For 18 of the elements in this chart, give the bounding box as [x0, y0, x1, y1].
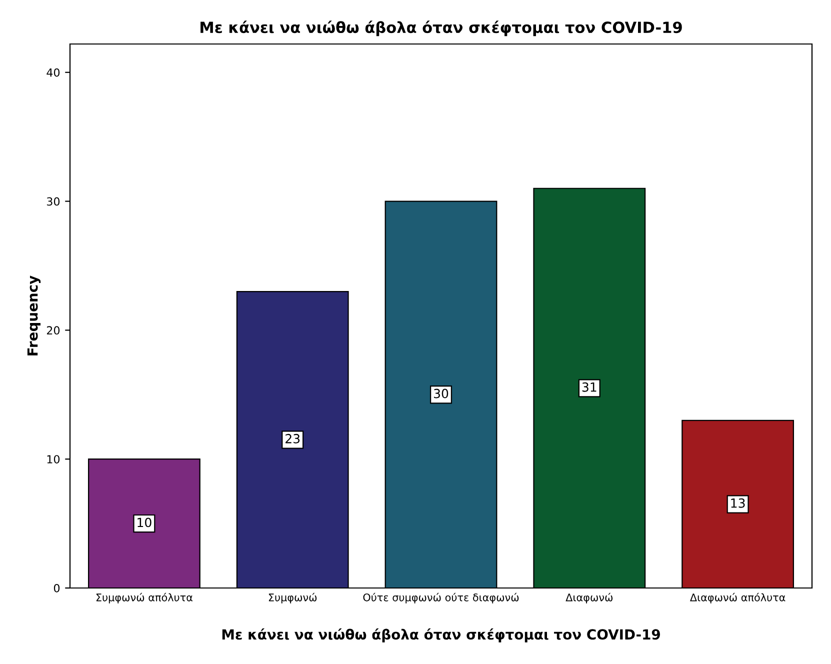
data-label: 23: [286, 434, 300, 444]
y-axis-title: Frequency: [27, 276, 41, 356]
y-tick-label: 20: [46, 326, 60, 335]
x-tick-label: Ούτε συμφωνώ ούτε διαφωνώ: [363, 592, 519, 604]
y-tick-label: 10: [47, 455, 60, 464]
y-tick-label: 40: [46, 68, 60, 77]
chart-title: Με κάνει να νιώθω άβολα όταν σκέφτομαι τον COVID-19: [200, 20, 682, 36]
x-tick-label: Συμφωνώ: [268, 592, 317, 604]
data-label: 10: [138, 518, 152, 528]
data-label: 13: [731, 498, 745, 508]
y-tick-label: 30: [46, 197, 60, 206]
data-label: 30: [434, 388, 448, 398]
data-label: 31: [582, 382, 596, 392]
x-axis-title: Με κάνει να νιώθω άβολα όταν σκέφτομαι τον COVID-19: [222, 628, 660, 642]
x-tick-label: Διαφωνώ απόλυτα: [690, 592, 786, 604]
x-tick-label: Συμφωνώ απόλυτα: [96, 592, 192, 604]
x-tick-label: Διαφωνώ: [566, 592, 613, 604]
y-tick-label: 0: [54, 584, 60, 592]
